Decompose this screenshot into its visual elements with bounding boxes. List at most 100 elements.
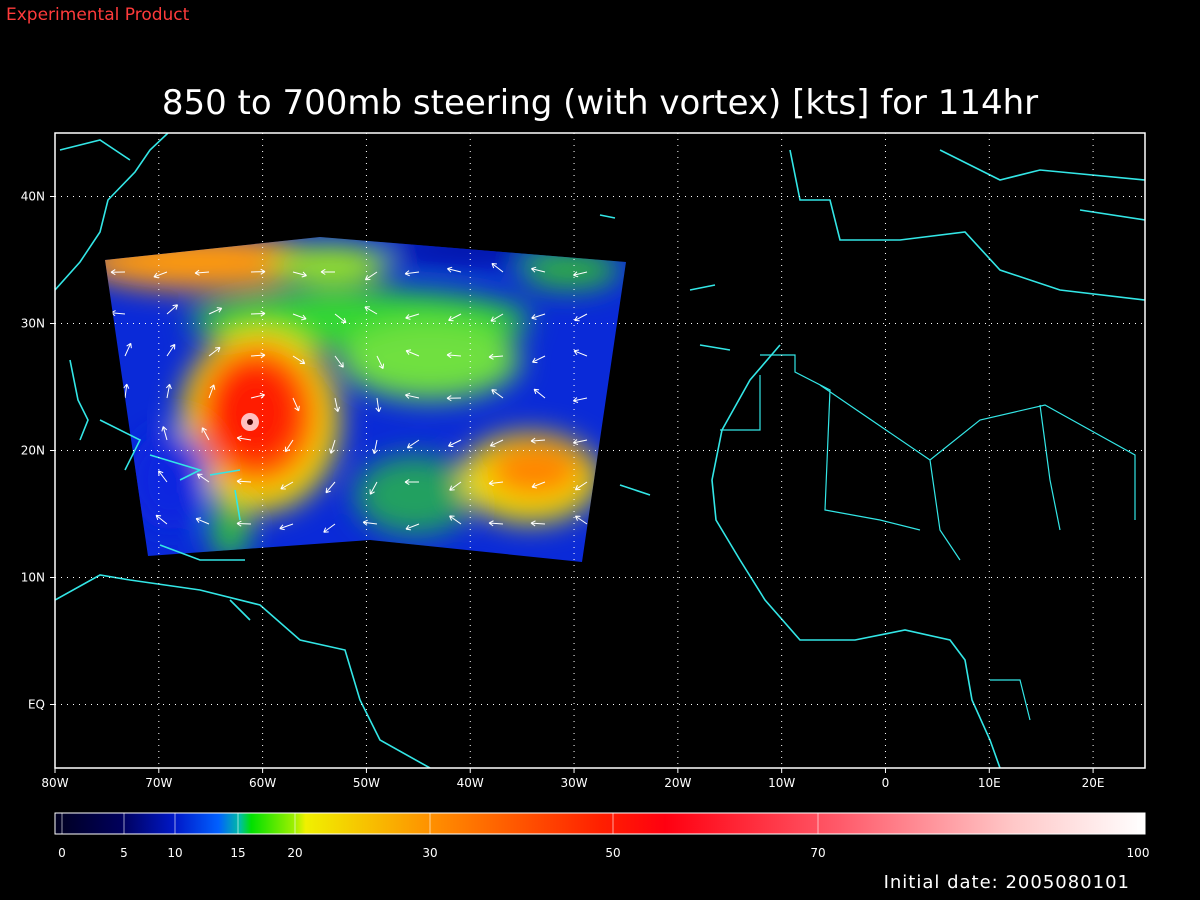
arrow	[329, 439, 336, 454]
arrow	[405, 349, 420, 357]
arrow	[375, 397, 382, 413]
colorbar-label: 70	[810, 846, 825, 860]
arrow	[533, 388, 546, 399]
arrow	[112, 523, 126, 532]
arrow	[236, 435, 252, 442]
y-tick-label: 10N	[21, 571, 45, 585]
arrow	[279, 523, 294, 531]
arrow	[573, 271, 588, 278]
arrow	[531, 266, 546, 273]
x-tick-label: 60W	[249, 776, 276, 790]
x-tick-label: 80W	[41, 776, 68, 790]
arrow	[530, 437, 546, 444]
colorbar-label: 100	[1127, 846, 1150, 860]
arrow	[292, 313, 307, 321]
y-tick-label: EQ	[28, 698, 45, 712]
y-tick-label: 40N	[21, 190, 45, 204]
arrow	[491, 262, 504, 273]
arrow	[572, 439, 588, 446]
colorbar-label: 30	[422, 846, 437, 860]
arrow	[334, 313, 347, 324]
x-tick-label: 10W	[768, 776, 795, 790]
arrow	[123, 383, 130, 399]
arrow	[161, 426, 168, 441]
arrow	[166, 304, 179, 315]
steering-arrows	[110, 262, 588, 533]
arrow	[488, 480, 504, 487]
arrow	[405, 523, 420, 531]
arrow	[110, 269, 126, 276]
y-tick-label: 30N	[21, 317, 45, 331]
arrow	[532, 355, 546, 364]
arrow	[572, 397, 588, 403]
colorbar-label: 0	[58, 846, 66, 860]
arrow	[372, 439, 378, 455]
arrow	[574, 481, 588, 491]
arrow	[166, 343, 176, 357]
arrow	[449, 481, 462, 491]
arrow	[404, 270, 420, 277]
arrow	[194, 269, 210, 276]
arrow	[531, 481, 546, 489]
arrow	[446, 352, 462, 359]
x-tick-label: 30W	[560, 776, 587, 790]
colorbar-ticks: 0 5 10 15 20 30 50 70 100	[58, 813, 1149, 860]
arrow	[369, 481, 378, 495]
y-tick-label: 20N	[21, 444, 45, 458]
arrow	[208, 346, 221, 357]
arrow	[530, 520, 546, 527]
arrow	[155, 514, 168, 525]
arrow	[404, 479, 420, 486]
arrow	[574, 313, 588, 322]
arrow	[488, 520, 504, 527]
x-tick-label: 70W	[145, 776, 172, 790]
arrow	[323, 523, 336, 533]
arrow	[574, 515, 588, 525]
arrow	[404, 392, 420, 399]
arrow	[489, 439, 504, 447]
arrow	[405, 313, 420, 320]
arrow	[117, 469, 126, 483]
arrow	[165, 383, 172, 399]
arrow	[488, 353, 504, 360]
arrow	[446, 395, 462, 402]
colorbar-label: 50	[605, 846, 620, 860]
arrow	[124, 342, 132, 357]
arrow	[573, 349, 588, 357]
arrow	[325, 481, 336, 494]
arrow	[153, 271, 168, 279]
arrow	[250, 392, 265, 399]
map-title: 850 to 700mb steering (with vortex) [kts…	[162, 83, 1038, 123]
arrow	[531, 313, 546, 320]
colorbar-label: 20	[287, 846, 302, 860]
coastlines	[55, 133, 1145, 768]
colorbar-label: 10	[167, 846, 182, 860]
arrow	[292, 271, 307, 278]
arrow	[334, 355, 344, 368]
axes: 80W 70W 60W 50W 40W 30W 20W 10W 0 10E 20E EQ 10N 20N 3…	[21, 132, 1146, 790]
arrow	[292, 355, 306, 365]
arrow	[364, 306, 378, 315]
arrow	[376, 355, 385, 370]
x-tick-label: 20E	[1082, 776, 1105, 790]
arrow	[280, 481, 294, 490]
arrow	[320, 268, 336, 275]
arrow	[447, 266, 462, 273]
arrow	[236, 478, 252, 485]
wind-field	[105, 237, 626, 562]
arrow	[362, 519, 378, 526]
arrow	[208, 384, 216, 399]
arrow	[201, 427, 210, 441]
arrow	[208, 307, 223, 315]
arrow	[406, 439, 420, 449]
product-note: Experimental Product	[6, 5, 190, 25]
arrow	[195, 517, 210, 525]
colorbar	[54, 812, 1146, 835]
arrow	[448, 313, 462, 322]
arrow	[292, 397, 300, 412]
x-tick-label: 10E	[978, 776, 1001, 790]
x-tick-label: 0	[882, 776, 890, 790]
arrow	[449, 515, 462, 525]
arrow	[284, 439, 294, 453]
arrow	[197, 473, 210, 483]
